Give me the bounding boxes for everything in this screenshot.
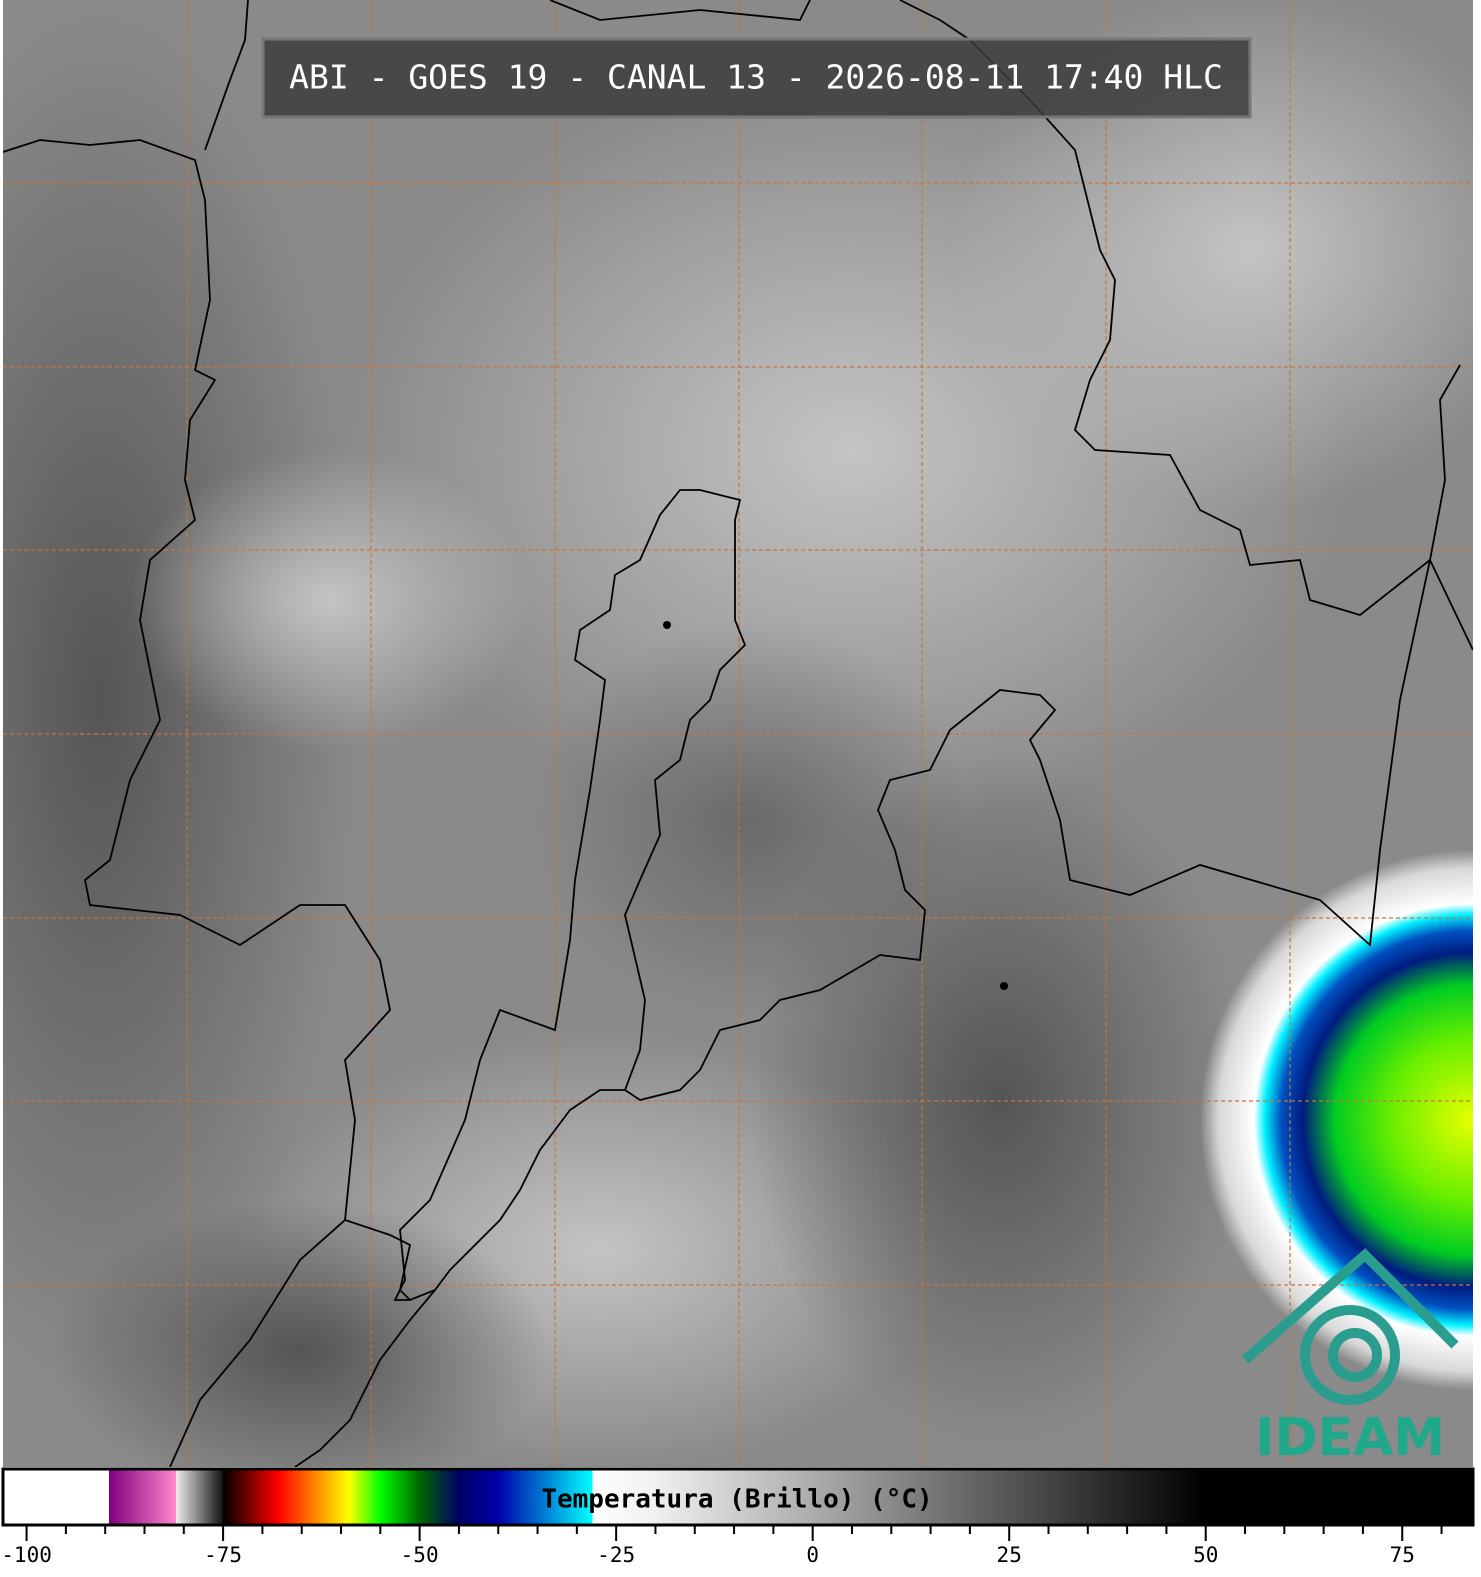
colorbar-bar: [1, 1467, 1475, 1527]
logo-graphic: [1241, 1248, 1459, 1405]
tick-label: 0: [806, 1543, 819, 1567]
tick-label: 75: [1390, 1543, 1415, 1567]
colorbar-label: Temperatura (Brillo) (°C): [541, 1485, 932, 1515]
title-box: [261, 37, 1252, 119]
logo: IDEAM: [1255, 1408, 1445, 1468]
tick-label: 50: [1193, 1543, 1218, 1567]
grid: [3, 0, 1473, 1467]
borders: [3, 0, 1473, 1467]
tick-label: 25: [997, 1543, 1022, 1567]
colorbar: Temperatura (Brillo) (°C) -100 -75 -50 -25 0 2…: [1, 1467, 1475, 1567]
satellite-image: IDEAM: [3, 0, 1473, 1468]
tick-label: -25: [597, 1543, 635, 1567]
tick-label: -100: [1, 1543, 52, 1567]
title: ABI - GOES 19 - CANAL 13 - 2026-08-11 17…: [289, 58, 1223, 97]
tick-label: -75: [204, 1543, 242, 1567]
tick-label: -50: [401, 1543, 439, 1567]
